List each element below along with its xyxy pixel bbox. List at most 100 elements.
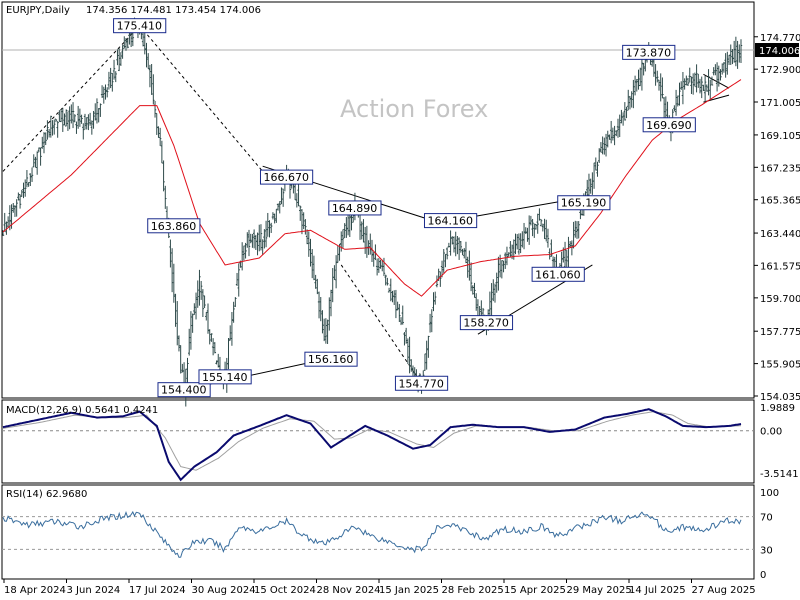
price-bar: [732, 40, 736, 63]
price-bar: [444, 253, 447, 268]
price-bar: [247, 229, 251, 257]
price-bar: [75, 121, 78, 134]
price-bar: [145, 42, 148, 68]
price-bar: [114, 71, 117, 83]
price-bar: [240, 242, 244, 271]
price-bar: [589, 178, 592, 194]
price-bar: [386, 277, 389, 286]
price-bar: [587, 173, 591, 197]
price-bar: [6, 216, 10, 228]
price-bar: [539, 219, 543, 227]
price-bar: [442, 248, 445, 273]
price-bar: [281, 188, 285, 207]
price-bar: [715, 62, 719, 92]
price-bar: [345, 217, 348, 238]
price-bar: [541, 223, 545, 232]
price-annotation: 165.190: [557, 195, 611, 211]
price-bar: [613, 125, 616, 146]
annotation-box: [259, 169, 314, 185]
price-bar: [738, 44, 741, 63]
price-bar: [193, 303, 196, 315]
price-bar: [126, 38, 129, 49]
ohlc-readout: 174.356 174.481 173.454 174.006: [86, 5, 261, 16]
price-bar: [519, 233, 522, 254]
price-bar: [211, 338, 215, 356]
rsi-title: RSI(14) 62.9680: [6, 489, 87, 500]
price-bar: [51, 120, 54, 136]
price-bar: [30, 167, 34, 182]
price-bar: [215, 360, 218, 365]
price-bar: [505, 246, 509, 266]
annotation-box: [157, 382, 211, 398]
price-bar: [398, 304, 401, 322]
price-bar: [676, 95, 679, 107]
price-bar: [199, 280, 203, 300]
price-bar: [326, 319, 329, 344]
chart-title: EURJPY,Daily: [6, 5, 70, 16]
price-bar: [350, 215, 353, 231]
price-bar: [703, 75, 707, 102]
price-bar: [116, 49, 119, 66]
price-bar: [404, 327, 408, 344]
price-bar: [406, 338, 410, 365]
moving-average-line: [2, 79, 742, 297]
price-bar: [396, 301, 399, 311]
price-bar: [440, 260, 444, 278]
price-bar: [305, 229, 309, 245]
price-annotation: 161.060: [531, 266, 585, 282]
price-bar: [22, 182, 25, 199]
price-tick-label: 167.235: [760, 163, 800, 174]
price-bar: [545, 219, 548, 242]
price-bar: [95, 98, 99, 124]
price-bar: [12, 203, 15, 213]
price-bar: [263, 229, 266, 249]
price-bar: [319, 297, 322, 322]
price-bar: [90, 120, 94, 135]
price-bar: [683, 78, 686, 90]
price-bar: [736, 40, 739, 69]
price-bar: [492, 279, 495, 302]
price-tick-label: 161.575: [760, 261, 800, 272]
price-bar: [246, 232, 249, 248]
price-bar: [100, 85, 104, 98]
price-bar: [459, 240, 463, 253]
price-bar: [54, 118, 58, 123]
price-bar: [158, 127, 162, 146]
price-bar: [423, 353, 427, 371]
price-bar: [186, 357, 189, 387]
price-bar: [606, 130, 609, 148]
price-bar: [664, 96, 668, 120]
price-bar: [275, 208, 278, 223]
price-bar: [500, 260, 504, 279]
price-bar: [179, 345, 182, 374]
date-label: 15 Oct 2024: [254, 585, 316, 596]
rsi-tick-label: 100: [760, 488, 779, 499]
price-bar: [700, 76, 703, 99]
price-annotation: 173.870: [622, 44, 676, 60]
price-bar: [32, 154, 35, 168]
price-bar: [61, 107, 64, 132]
price-bar: [524, 227, 527, 235]
price-bar: [714, 64, 717, 76]
price-bar: [205, 311, 208, 321]
price-bar: [360, 221, 363, 240]
price-bar: [726, 51, 729, 75]
price-bar: [656, 70, 659, 83]
trendline: [703, 73, 730, 89]
price-bar: [449, 230, 452, 256]
annotation-box: [642, 117, 696, 133]
price-bar: [695, 64, 698, 93]
price-bar: [15, 199, 18, 217]
price-bar: [439, 271, 442, 287]
price-bar: [334, 255, 338, 289]
price-bar: [232, 301, 235, 323]
price-bar: [548, 248, 551, 260]
price-annotation: 164.160: [423, 213, 478, 229]
annotation-label: 156.160: [308, 353, 354, 366]
price-bar: [640, 56, 644, 91]
macd-tick-label: 0.00: [760, 427, 782, 438]
price-bar: [630, 91, 633, 108]
annotation-box: [198, 369, 252, 385]
price-bar: [702, 84, 705, 91]
trendline: [139, 25, 264, 172]
